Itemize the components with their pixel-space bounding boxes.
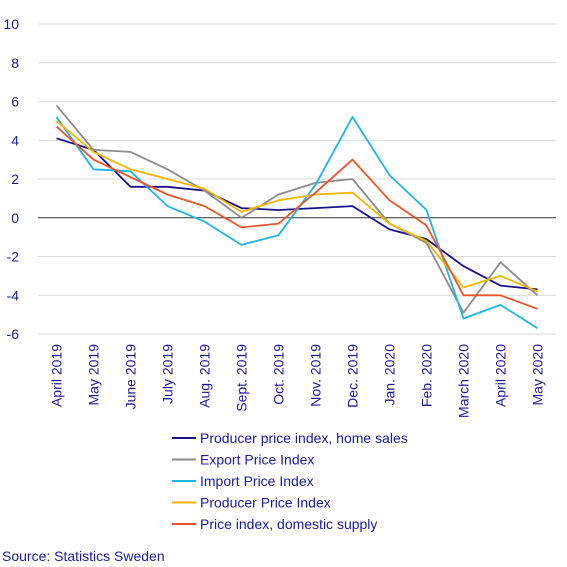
x-tick-label: Dec. 2019 (345, 344, 361, 408)
x-tick-label: May 2020 (530, 344, 546, 406)
x-axis-tick-labels: April 2019 May 2019 June 2019 July 2019 Aug.… (49, 344, 546, 418)
y-tick-label: -2 (7, 249, 20, 265)
legend: Producer price index, home sales Export P… (172, 430, 408, 532)
x-tick-label: Nov. 2019 (308, 344, 324, 407)
y-tick-label: 2 (11, 171, 19, 187)
y-tick-label: 4 (11, 132, 19, 148)
gridlines (38, 23, 556, 335)
x-tick-label: June 2019 (123, 344, 139, 410)
y-tick-label: 10 (3, 16, 19, 32)
y-tick-label: 8 (11, 55, 19, 71)
legend-label: Import Price Index (200, 473, 314, 489)
series-line-4 (55, 120, 538, 293)
y-axis-tick-labels: 10 8 6 4 2 0 -2 -4 -6 (3, 16, 19, 342)
legend-label: Producer Price Index (200, 495, 331, 511)
x-tick-label: Feb. 2020 (419, 344, 435, 407)
x-tick-label: March 2020 (456, 344, 472, 418)
y-tick-label: 0 (11, 210, 19, 226)
x-tick-label: Oct. 2019 (271, 344, 287, 405)
legend-label: Producer price index, home sales (200, 430, 408, 446)
legend-label: Price index, domestic supply (200, 516, 377, 532)
y-tick-label: -4 (7, 287, 20, 303)
legend-label: Export Price Index (200, 452, 314, 468)
x-tick-label: Jan. 2020 (382, 344, 398, 406)
series-line-1 (56, 137, 538, 291)
x-tick-label: May 2019 (86, 344, 102, 406)
x-tick-label: April 2020 (493, 344, 509, 407)
source-note: Source: Statistics Sweden (2, 548, 165, 564)
y-tick-label: -6 (7, 326, 20, 342)
x-tick-label: April 2019 (49, 344, 65, 407)
x-tick-label: Aug. 2019 (197, 344, 213, 408)
x-tick-label: July 2019 (160, 344, 176, 404)
series-line-3 (55, 116, 538, 329)
y-tick-label: 6 (11, 94, 19, 110)
series-line-5 (55, 126, 538, 310)
x-tick-label: Sept. 2019 (234, 344, 250, 412)
series-lines (55, 104, 539, 329)
